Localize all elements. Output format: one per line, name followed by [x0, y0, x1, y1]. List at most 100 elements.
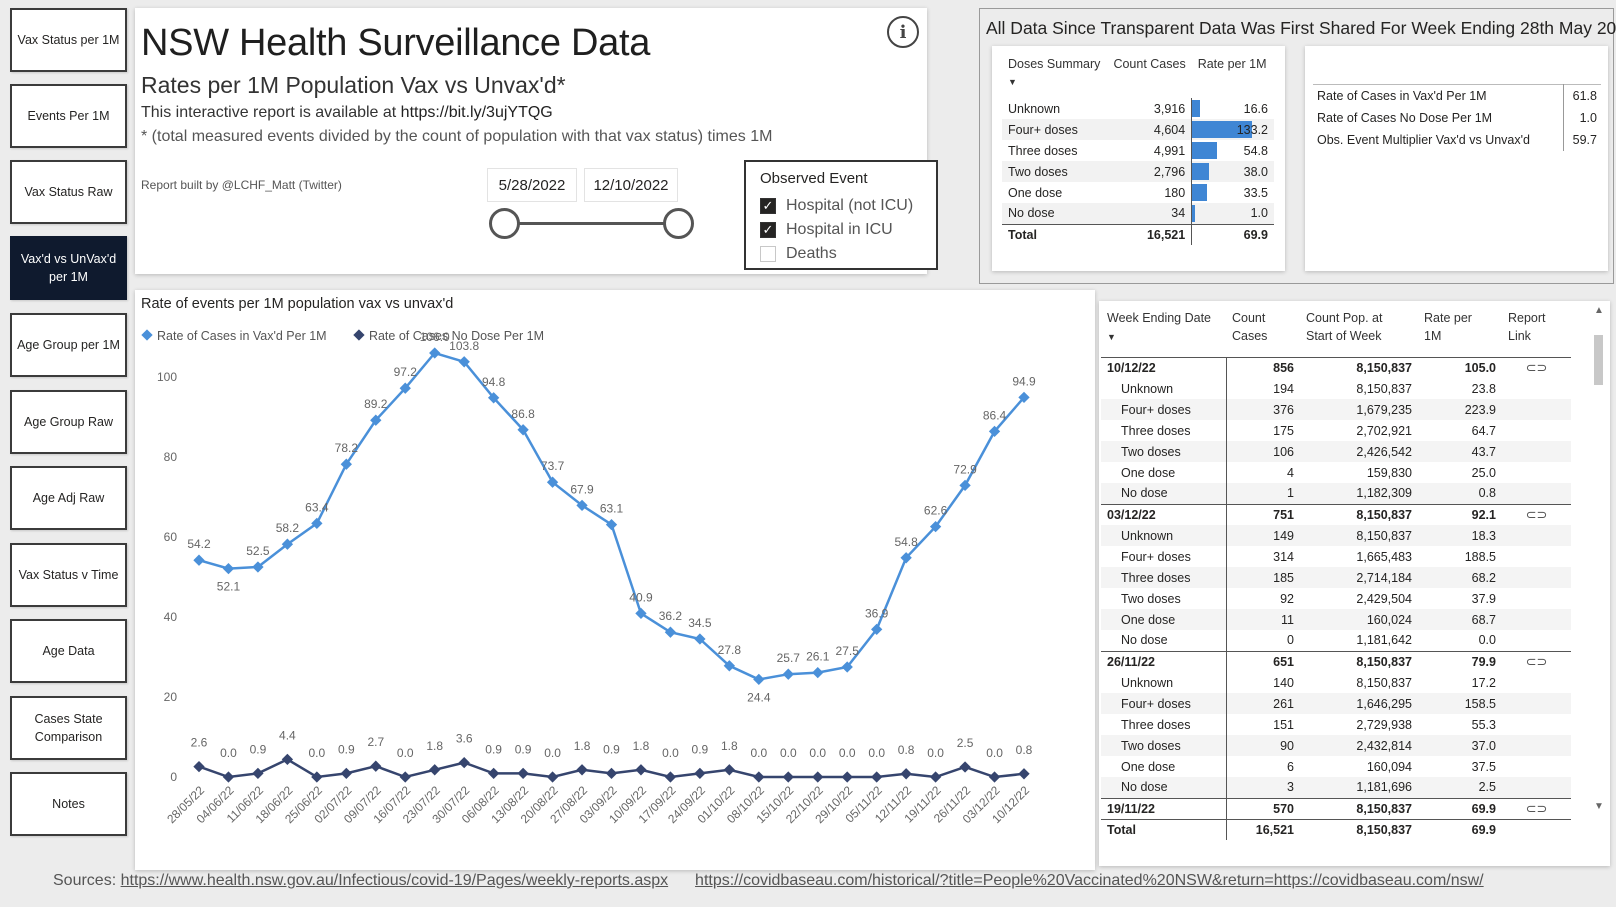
week-dose-row[interactable]: Four+ doses 376 1,679,235 223.9 — [1101, 399, 1571, 420]
week-dose-row[interactable]: One dose 11 160,024 68.7 — [1101, 609, 1571, 630]
observed-event-option[interactable]: Deaths — [760, 242, 913, 266]
week-dose-row[interactable]: One dose 4 159,830 25.0 — [1101, 462, 1571, 483]
data-point — [605, 767, 618, 780]
info-icon[interactable]: i — [887, 16, 919, 48]
week-dose-row[interactable]: Two doses 92 2,429,504 37.9 — [1101, 588, 1571, 609]
report-link-cell — [1502, 399, 1571, 420]
week-group-row[interactable]: 26/11/22 651 8,150,837 79.9 ⊂⊃ — [1101, 651, 1571, 672]
source-link-nsw-health[interactable]: https://www.health.nsw.gov.au/Infectious… — [120, 872, 669, 889]
data-label: 63.1 — [600, 502, 624, 516]
scroll-thumb[interactable] — [1594, 335, 1603, 385]
nav-button[interactable]: Vax Status per 1M — [10, 8, 127, 72]
week-count: 3 — [1287, 780, 1294, 795]
nav-button[interactable]: Vax Status v Time — [10, 543, 127, 607]
link-icon[interactable]: ⊂⊃ — [1525, 800, 1548, 816]
col-count-cases[interactable]: Count Cases — [1232, 311, 1268, 343]
report-link-cell[interactable]: ⊂⊃ — [1502, 504, 1571, 525]
doses-row[interactable]: One dose 180 33.5 — [1002, 182, 1274, 203]
data-label: 0.0 — [839, 746, 856, 760]
col-week-ending[interactable]: Week Ending Date ▼ — [1107, 311, 1211, 342]
data-label: 54.8 — [894, 535, 918, 549]
source-link-covidbaseau[interactable]: https://covidbaseau.com/historical/?titl… — [695, 872, 1484, 889]
link-icon[interactable]: ⊂⊃ — [1525, 506, 1548, 522]
week-dose-row[interactable]: Unknown 140 8,150,837 17.2 — [1101, 672, 1571, 693]
week-dose-row[interactable]: Four+ doses 261 1,646,295 158.5 — [1101, 693, 1571, 714]
date-slider-start-handle[interactable] — [489, 208, 520, 239]
observed-event-option[interactable]: ✓ Hospital in ICU — [760, 218, 913, 242]
nav-button[interactable]: Notes — [10, 772, 127, 836]
date-start-input[interactable]: 5/28/2022 — [487, 168, 577, 202]
week-dose-row[interactable]: Unknown 194 8,150,837 23.8 — [1101, 378, 1571, 399]
rate-value: 61.8 — [1572, 88, 1597, 103]
week-rate: 43.7 — [1471, 444, 1496, 459]
week-dose-row[interactable]: Four+ doses 314 1,665,483 188.5 — [1101, 546, 1571, 567]
table-scrollbar[interactable]: ▲ ▼ — [1591, 305, 1607, 825]
nav-button[interactable]: Age Adj Raw — [10, 466, 127, 530]
doses-row[interactable]: Four+ doses 4,604 133.2 — [1002, 119, 1274, 140]
doses-row[interactable]: No dose 34 1.0 — [1002, 203, 1274, 224]
nav-button[interactable]: Events Per 1M — [10, 84, 127, 148]
report-link-cell — [1502, 714, 1571, 735]
week-group-row[interactable]: 10/12/22 856 8,150,837 105.0 ⊂⊃ — [1101, 357, 1571, 378]
observed-event-option[interactable]: ✓ Hospital (not ICU) — [760, 194, 913, 218]
checkbox-checked-icon[interactable]: ✓ — [760, 222, 776, 238]
week-dose-row[interactable]: Three doses 175 2,702,921 64.7 — [1101, 420, 1571, 441]
doses-row[interactable]: Unknown 3,916 16.6 — [1002, 98, 1274, 119]
week-pop: 2,729,938 — [1356, 717, 1412, 732]
dose-label: No dose — [1008, 206, 1055, 221]
report-link[interactable]: https://bit.ly/3ujYTQG — [400, 104, 553, 121]
date-end-input[interactable]: 12/10/2022 — [584, 168, 678, 202]
week-dose-row[interactable]: No dose 0 1,181,642 0.0 — [1101, 630, 1571, 651]
week-dose-row[interactable]: Three doses 151 2,729,938 55.3 — [1101, 714, 1571, 735]
checkbox-checked-icon[interactable]: ✓ — [760, 198, 776, 214]
week-group-row[interactable]: 19/11/22 570 8,150,837 69.9 ⊂⊃ — [1101, 798, 1571, 819]
week-count: 149 — [1273, 528, 1294, 543]
nav-button[interactable]: Vax Status Raw — [10, 160, 127, 224]
week-dose-row[interactable]: No dose 1 1,182,309 0.8 — [1101, 483, 1571, 504]
link-icon[interactable]: ⊂⊃ — [1525, 653, 1548, 669]
week-dose-row[interactable]: One dose 6 160,094 37.5 — [1101, 756, 1571, 777]
report-link-cell — [1502, 441, 1571, 462]
doses-row[interactable]: Three doses 4,991 54.8 — [1002, 140, 1274, 161]
date-slider-end-handle[interactable] — [663, 208, 694, 239]
week-group-row[interactable]: 03/12/22 751 8,150,837 92.1 ⊂⊃ — [1101, 504, 1571, 525]
checkbox-empty-icon[interactable] — [760, 246, 776, 262]
nav-button[interactable]: Age Data — [10, 619, 127, 683]
week-rate: 68.2 — [1471, 570, 1496, 585]
data-label: 63.4 — [305, 500, 329, 514]
rate-row[interactable]: Obs. Event Multiplier Vax'd vs Unvax'd 59… — [1313, 128, 1601, 151]
week-pop: 160,094 — [1366, 759, 1412, 774]
col-count-pop[interactable]: Count Pop. at Start of Week — [1306, 311, 1383, 343]
link-icon[interactable]: ⊂⊃ — [1525, 359, 1548, 375]
col-report-link[interactable]: Report Link — [1508, 311, 1546, 343]
report-link-cell[interactable]: ⊂⊃ — [1502, 798, 1571, 819]
observed-event-label: Hospital (not ICU) — [786, 197, 914, 214]
rate-row[interactable]: Rate of Cases No Dose Per 1M 1.0 — [1313, 106, 1601, 129]
col-rate-per-1m[interactable]: Rate per 1M — [1197, 57, 1267, 71]
total-rate: 69.9 — [1418, 818, 1502, 840]
week-label: Three doses — [1101, 714, 1227, 735]
week-dose-row[interactable]: Two doses 106 2,426,542 43.7 — [1101, 441, 1571, 462]
report-link-cell[interactable]: ⊂⊃ — [1502, 651, 1571, 672]
nav-button[interactable]: Vax'd vs UnVax'd per 1M — [10, 236, 127, 300]
scroll-up-icon[interactable]: ▲ — [1594, 305, 1604, 316]
scroll-down-icon[interactable]: ▼ — [1594, 801, 1604, 812]
nav-button[interactable]: Cases State Comparison — [10, 696, 127, 760]
data-point — [281, 753, 294, 766]
col-doses-summary[interactable]: Doses Summary ▼ — [1008, 57, 1101, 87]
nav-button[interactable]: Age Group Raw — [10, 390, 127, 454]
data-label: 3.6 — [456, 732, 473, 746]
doses-row[interactable]: Two doses 2,796 38.0 — [1002, 161, 1274, 182]
week-dose-row[interactable]: Unknown 149 8,150,837 18.3 — [1101, 525, 1571, 546]
week-dose-row[interactable]: Two doses 90 2,432,814 37.0 — [1101, 735, 1571, 756]
data-label: 94.8 — [482, 375, 506, 389]
week-dose-row[interactable]: No dose 3 1,181,696 2.5 — [1101, 777, 1571, 798]
col-count-cases[interactable]: Count Cases — [1113, 57, 1186, 71]
report-link-cell[interactable]: ⊂⊃ — [1502, 357, 1571, 378]
nav-button[interactable]: Age Group per 1M — [10, 313, 127, 377]
week-dose-row[interactable]: Three doses 185 2,714,184 68.2 — [1101, 567, 1571, 588]
col-rate-per-1m[interactable]: Rate per 1M — [1424, 311, 1472, 343]
rate-row[interactable]: Rate of Cases in Vax'd Per 1M 61.8 — [1313, 84, 1601, 107]
data-label: 27.8 — [718, 643, 742, 657]
week-count: 194 — [1273, 381, 1294, 396]
